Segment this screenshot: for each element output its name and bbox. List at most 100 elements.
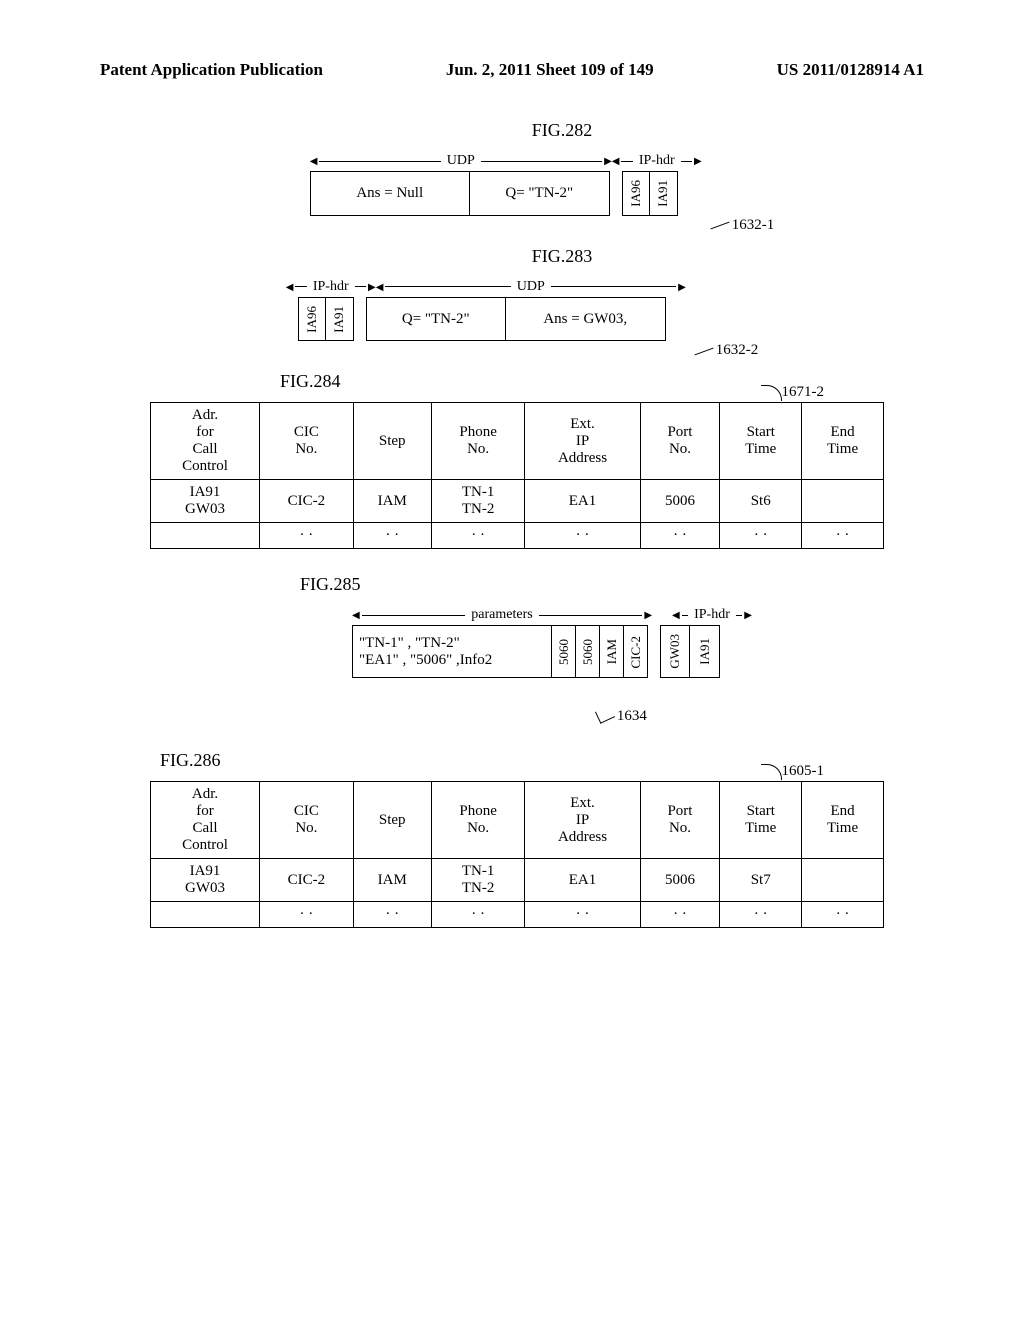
table-header: CIC No. (260, 403, 354, 480)
table-row: · ·· ·· ·· ·· ·· ·· · (151, 523, 884, 549)
q-cell: Q= "TN-2" (366, 297, 506, 342)
table-header: Port No. (640, 782, 720, 859)
arrow-left-icon (612, 153, 620, 169)
fig286-table-wrap: 1605-1 Adr. for Call ControlCIC No.StepP… (150, 781, 884, 928)
table-header: Step (353, 403, 431, 480)
table-header: Phone No. (431, 403, 525, 480)
table-cell: TN-1 TN-2 (431, 480, 525, 523)
port2-cell: 5060 (580, 639, 596, 665)
arrow-right-icon (678, 279, 686, 295)
arrow-left-icon (672, 607, 680, 623)
table-cell: · · (640, 523, 720, 549)
ip-src-cell: GW03 (667, 634, 683, 669)
arrow-right-icon (604, 153, 612, 169)
table-cell: IA91 GW03 (151, 480, 260, 523)
fig283-label: FIG.283 (200, 246, 924, 267)
table-header: Phone No. (431, 782, 525, 859)
cic-cell: CIC-2 (628, 636, 644, 669)
table-cell (151, 902, 260, 928)
ip-src-cell: IA96 (628, 180, 644, 207)
table-row: IA91 GW03CIC-2IAMTN-1 TN-2EA15006St6 (151, 480, 884, 523)
table-header: CIC No. (260, 782, 354, 859)
fig283-packet: IP-hdr UDP IA96 IA91 Q= "TN-2" An (120, 277, 924, 342)
table-cell: EA1 (525, 859, 640, 902)
q-cell: Q= "TN-2" (470, 171, 610, 216)
ip-hdr-label: IP-hdr (635, 153, 679, 169)
table-cell: · · (640, 902, 720, 928)
table-header: End Time (802, 782, 884, 859)
header-center: Jun. 2, 2011 Sheet 109 of 149 (446, 60, 654, 80)
header-right: US 2011/0128914 A1 (777, 60, 924, 80)
ans-cell: Ans = Null (310, 171, 470, 216)
udp-label: UDP (513, 279, 549, 295)
ip-dst-cell: IA91 (655, 180, 671, 207)
table-row: · ·· ·· ·· ·· ·· ·· · (151, 902, 884, 928)
table-cell: · · (353, 902, 431, 928)
fig285-packet: parameters IP-hdr "TN-1" , "TN-2" "EA1" … (180, 605, 924, 678)
table-cell: · · (720, 523, 802, 549)
ip-hdr-label: IP-hdr (309, 279, 353, 295)
table-cell: · · (802, 523, 884, 549)
arrow-left-icon (376, 279, 384, 295)
fig286-table: Adr. for Call ControlCIC No.StepPhone No… (150, 781, 884, 928)
table-cell (151, 523, 260, 549)
table-cell: St6 (720, 480, 802, 523)
table-cell: St7 (720, 859, 802, 902)
arrow-right-icon (694, 153, 702, 169)
fig284-ref: 1671-2 (782, 384, 825, 400)
fig283-ref: 1632-2 (716, 342, 759, 358)
table-header: Ext. IP Address (525, 782, 640, 859)
udp-label: UDP (443, 153, 479, 169)
arrow-right-icon (368, 279, 376, 295)
table-header: Ext. IP Address (525, 403, 640, 480)
table-cell (802, 480, 884, 523)
fig285-label: FIG.285 (300, 574, 924, 595)
ip-dst-cell: IA91 (697, 638, 713, 665)
header-left: Patent Application Publication (100, 60, 323, 80)
fig282-label: FIG.282 (200, 120, 924, 141)
ip-dst-cell: IA91 (331, 306, 347, 333)
fig284-table-wrap: 1671-2 Adr. for Call ControlCIC No.StepP… (150, 402, 884, 549)
ip-src-cell: IA96 (304, 306, 320, 333)
arrow-right-icon (744, 607, 752, 623)
table-cell: TN-1 TN-2 (431, 859, 525, 902)
table-cell: · · (431, 523, 525, 549)
port1-cell: 5060 (556, 639, 572, 665)
table-cell: 5006 (640, 859, 720, 902)
page-header: Patent Application Publication Jun. 2, 2… (100, 60, 924, 80)
table-header: Adr. for Call Control (151, 782, 260, 859)
fig286-ref: 1605-1 (782, 763, 825, 779)
ip-hdr-label: IP-hdr (690, 607, 734, 623)
table-cell (802, 859, 884, 902)
fig284-table: Adr. for Call ControlCIC No.StepPhone No… (150, 402, 884, 549)
params-label: parameters (467, 607, 536, 623)
table-cell: · · (525, 523, 640, 549)
table-cell: · · (802, 902, 884, 928)
table-header: Step (353, 782, 431, 859)
table-cell: · · (260, 523, 354, 549)
table-cell: · · (431, 902, 525, 928)
table-header: Port No. (640, 403, 720, 480)
table-cell: · · (353, 523, 431, 549)
table-cell: EA1 (525, 480, 640, 523)
params-cell: "TN-1" , "TN-2" "EA1" , "5006" ,Info2 (352, 625, 552, 678)
arrow-right-icon (644, 607, 652, 623)
table-header: Adr. for Call Control (151, 403, 260, 480)
fig285-ref: 1634 (617, 708, 647, 724)
table-cell: CIC-2 (260, 480, 354, 523)
table-header: End Time (802, 403, 884, 480)
table-cell: IAM (353, 859, 431, 902)
table-cell: · · (525, 902, 640, 928)
iam-cell: IAM (604, 639, 620, 664)
table-cell: · · (260, 902, 354, 928)
ans-cell: Ans = GW03, (506, 297, 666, 342)
table-cell: CIC-2 (260, 859, 354, 902)
arrow-left-icon (310, 153, 318, 169)
arrow-left-icon (286, 279, 294, 295)
table-cell: 5006 (640, 480, 720, 523)
table-cell: IA91 GW03 (151, 859, 260, 902)
fig282-ref: 1632-1 (732, 217, 775, 233)
fig282-packet: UDP IP-hdr Ans = Null Q= "TN-2" IA96 IA9… (160, 151, 924, 216)
fig284-label: FIG.284 (280, 371, 924, 392)
table-header: Start Time (720, 403, 802, 480)
